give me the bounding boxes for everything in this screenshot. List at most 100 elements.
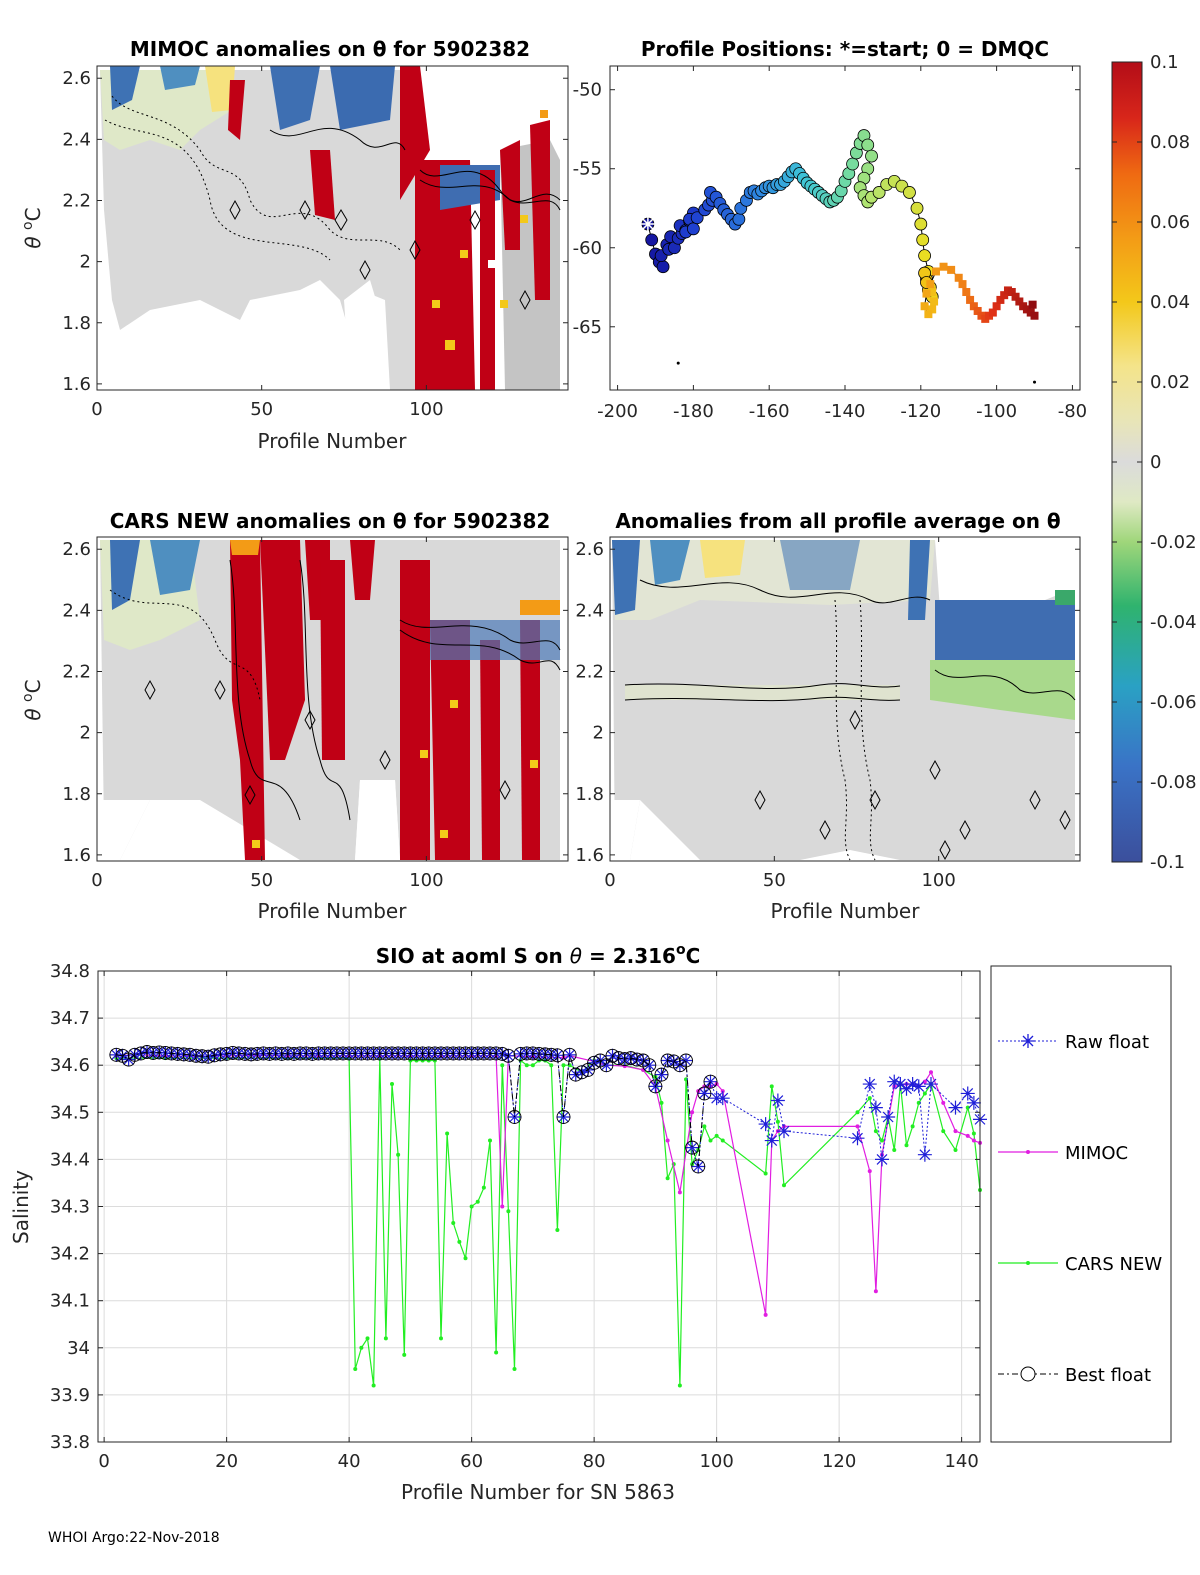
colorbar-tick-label: 0 [1150, 452, 1161, 473]
mimoc-point [763, 1312, 768, 1317]
best-float-point [446, 1046, 461, 1061]
x-tick-label: 0 [604, 870, 615, 891]
y-tick-label: 2.4 [62, 129, 91, 150]
axes-frame [96, 65, 569, 391]
positions-track [640, 129, 1039, 384]
colorbar-tick-label: 0.06 [1150, 212, 1190, 233]
cars-new-point [659, 1100, 664, 1105]
y-tick-label: 34.8 [50, 961, 90, 982]
profile-position-point [966, 295, 975, 304]
best-float-point [299, 1046, 314, 1061]
best-float-point [642, 1058, 657, 1073]
profile-position-point [939, 262, 948, 271]
x-tick-label: 50 [250, 870, 273, 891]
cars-new-point [922, 1091, 927, 1096]
best-float-point [207, 1048, 222, 1063]
best-float-point [697, 1086, 712, 1101]
best-float-point [568, 1067, 583, 1082]
cars-new-point [390, 1082, 394, 1087]
best-float-point [501, 1048, 516, 1063]
raw-float-point [862, 1077, 877, 1092]
avg-title: Anomalies from all profile average on θ [615, 509, 1060, 533]
x-tick-label: -200 [597, 401, 638, 422]
outlier-position-point [1033, 380, 1037, 384]
legend-label-cars: CARS NEW [1065, 1254, 1162, 1275]
axes-frame [609, 536, 1081, 862]
y-tick-label: 1.8 [62, 313, 91, 334]
profile-position-point [969, 302, 978, 311]
avg-panel: Anomalies from all profile average on θ … [575, 509, 1081, 923]
colorbar: 0.1 0.08 0.06 0.04 0.02 0 -0.02 -0.04 -0.06 -0.08… [1111, 52, 1197, 873]
mimoc-xlabel: Profile Number [258, 429, 408, 453]
raw-float-point [642, 1058, 657, 1073]
cars-new-point [953, 1147, 958, 1152]
profile-position-point [1015, 297, 1024, 306]
best-float-point [495, 1046, 510, 1061]
y-tick-label: 2.2 [575, 661, 604, 682]
legend-label-best: Best float [1065, 1365, 1151, 1386]
raw-float-point [715, 1091, 730, 1106]
best-float-point [421, 1046, 436, 1061]
y-tick-label: 33.8 [50, 1432, 90, 1453]
avg-heatmap [612, 537, 1080, 861]
best-float-point [133, 1046, 148, 1061]
mimoc-point [867, 1169, 872, 1174]
x-tick-label: 100 [409, 870, 443, 891]
raw-float-point [764, 1133, 779, 1148]
cars-new-point [365, 1336, 370, 1341]
star-marker-icon [1021, 1034, 1035, 1048]
cars-new-point [561, 1063, 566, 1068]
raw-float-point [679, 1053, 693, 1068]
raw-float-point [960, 1086, 975, 1101]
mimoc-ylabel: θ oC [20, 207, 45, 248]
cars-new-point [910, 1124, 915, 1129]
best-float-point [470, 1046, 485, 1061]
mimoc-point [690, 1110, 695, 1115]
profile-position-point [931, 267, 940, 276]
mimoc-axes: 0 50 100 1.6 1.8 2 2.2 2.4 2.6 [62, 65, 569, 420]
footer-credit: WHOI Argo:22-Nov-2018 [48, 1530, 220, 1546]
raw-float-point [703, 1074, 718, 1089]
best-float-point [611, 1051, 626, 1066]
y-tick-label: 34.2 [50, 1244, 90, 1265]
best-float-point [648, 1079, 663, 1094]
raw-float-point [868, 1100, 883, 1115]
best-float-point [158, 1046, 173, 1060]
best-float-point [256, 1046, 271, 1061]
x-tick-label: -120 [900, 401, 941, 422]
x-tick-label: -100 [976, 401, 1017, 422]
y-tick-label: 2.2 [62, 661, 91, 682]
x-tick-label: 0 [98, 1451, 109, 1472]
profile-position-point [924, 310, 933, 319]
best-float-point [525, 1046, 540, 1061]
profile-position-point [918, 249, 931, 263]
best-float-point [630, 1052, 644, 1067]
best-float-point [550, 1048, 565, 1063]
cars-new-point [775, 1119, 780, 1124]
colorbar-tick-label: -0.08 [1150, 772, 1197, 793]
best-float-series-line [116, 1051, 711, 1167]
raw-float-point [875, 1152, 889, 1167]
mimoc-point [922, 1079, 927, 1084]
profile-position-point [914, 217, 928, 231]
cars-new-point [512, 1366, 517, 1371]
cars-new-point [402, 1352, 407, 1357]
cars-new-point [549, 1063, 554, 1068]
best-float-point [219, 1046, 234, 1061]
best-float-point [562, 1047, 577, 1062]
raw-float-point [685, 1140, 700, 1155]
best-float-point [427, 1046, 442, 1061]
y-tick-label: 34.5 [50, 1102, 90, 1123]
raw-float-point [917, 1147, 932, 1162]
best-float-point [403, 1046, 418, 1061]
raw-float-point [697, 1086, 712, 1101]
cars-heatmap [100, 537, 568, 861]
y-tick-label: 34.6 [50, 1055, 90, 1076]
mimoc-point [500, 1204, 505, 1209]
cars-panel: CARS NEW anomalies on θ for 5902382 [20, 509, 569, 923]
cars-new-point [867, 1096, 872, 1101]
x-tick-label: 50 [763, 870, 786, 891]
x-tick-label: -180 [673, 401, 714, 422]
profile-position-point [947, 265, 956, 274]
